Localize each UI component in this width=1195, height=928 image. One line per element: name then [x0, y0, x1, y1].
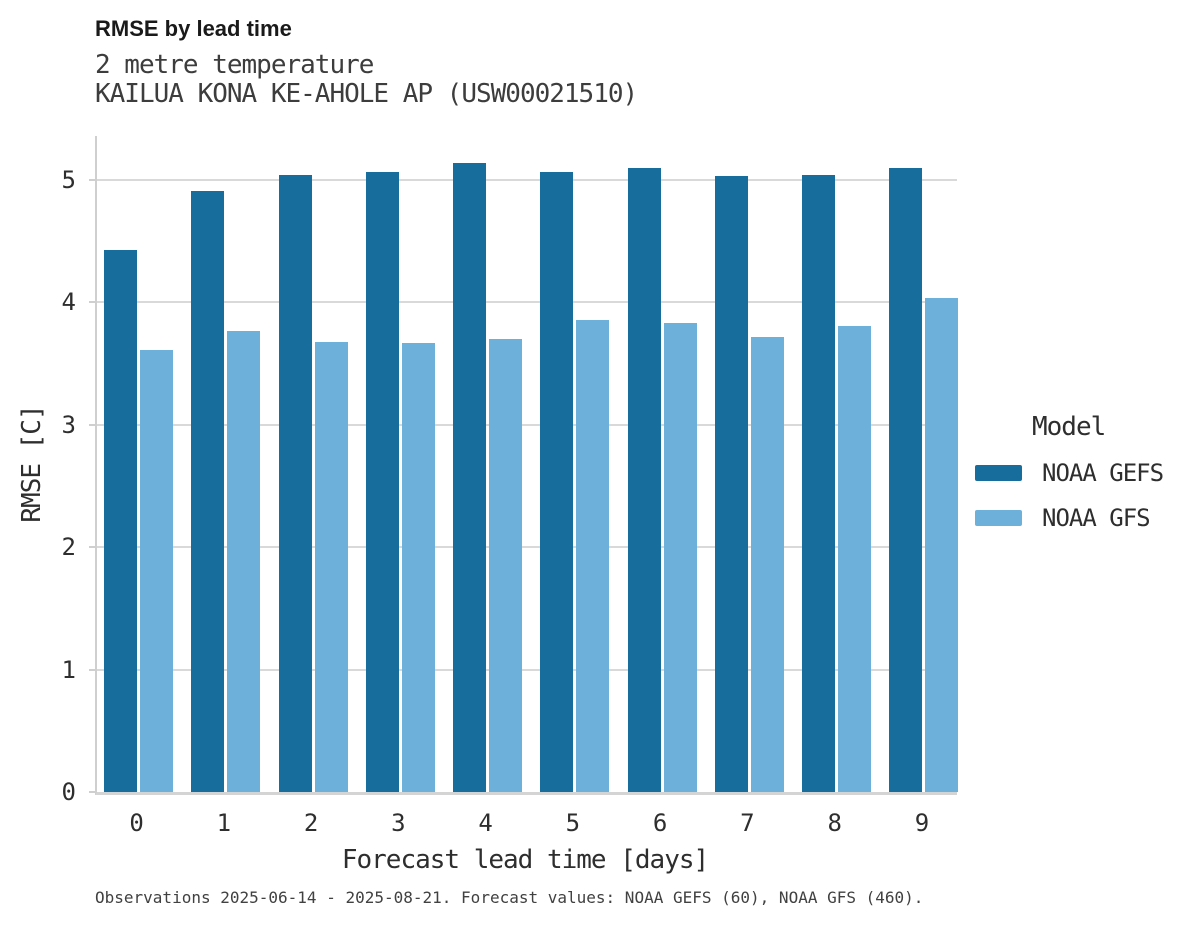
x-tick-label-1: 1 — [216, 809, 232, 837]
legend-entry-gfs: NOAA GFS — [975, 504, 1163, 532]
bar-noaa-gfs-lead-1 — [227, 330, 261, 792]
legend-label-gefs: NOAA GEFS — [1042, 459, 1164, 487]
bar-noaa-gefs-lead-8 — [802, 175, 836, 792]
y-tick-label-4: 4 — [61, 288, 76, 317]
bar-noaa-gfs-lead-0 — [140, 350, 174, 792]
bar-noaa-gefs-lead-9 — [889, 167, 923, 792]
plot-area — [89, 136, 959, 795]
legend-entry-gefs: NOAA GEFS — [975, 459, 1164, 487]
bar-noaa-gfs-lead-8 — [838, 325, 872, 792]
gridline-y-3 — [97, 423, 957, 426]
y-tick-mark-0 — [89, 791, 95, 793]
bar-noaa-gefs-lead-4 — [453, 162, 487, 792]
bar-noaa-gefs-lead-2 — [278, 175, 312, 792]
x-tick-label-0: 0 — [129, 809, 144, 837]
gridline-y-4 — [97, 301, 957, 304]
chart-subtitle-variable: 2 metre temperature — [95, 50, 374, 80]
x-tick-label-5: 5 — [565, 809, 581, 837]
x-tick-label-8: 8 — [827, 809, 842, 837]
bar-noaa-gfs-lead-6 — [663, 323, 697, 792]
y-tick-label-5: 5 — [61, 166, 76, 195]
legend-title: Model — [1032, 412, 1106, 442]
chart-title: RMSE by lead time — [95, 16, 292, 41]
bar-noaa-gefs-lead-5 — [540, 171, 574, 792]
y-tick-label-1: 1 — [61, 655, 76, 684]
legend: Model NOAA GEFS NOAA GFS — [975, 412, 1164, 532]
x-axis-title: Forecast lead time [days] — [341, 845, 709, 875]
y-tick-label-0: 0 — [61, 778, 76, 806]
x-tick-label-2: 2 — [303, 809, 319, 837]
y-tick-mark-4 — [89, 301, 95, 304]
bar-noaa-gfs-lead-4 — [489, 339, 523, 792]
legend-label-gfs: NOAA GFS — [1042, 504, 1151, 532]
y-tick-mark-5 — [89, 179, 95, 182]
bar-noaa-gfs-lead-9 — [925, 297, 959, 792]
chart-subtitle-station: KAILUA KONA KE-AHOLE AP (USW00021510) — [95, 79, 638, 109]
bar-noaa-gefs-lead-0 — [104, 249, 138, 792]
x-tick-label-7: 7 — [740, 809, 755, 837]
bar-noaa-gfs-lead-2 — [314, 341, 348, 792]
bar-noaa-gefs-lead-1 — [191, 191, 225, 792]
y-tick-label-3: 3 — [61, 410, 76, 439]
bar-noaa-gfs-lead-5 — [576, 319, 610, 792]
x-tick-label-6: 6 — [652, 809, 668, 837]
bar-noaa-gefs-lead-7 — [714, 176, 748, 792]
x-tick-label-4: 4 — [478, 809, 493, 837]
chart-footnote: Observations 2025-06-14 - 2025-08-21. Fo… — [95, 888, 924, 907]
y-tick-mark-3 — [89, 423, 95, 426]
y-tick-label-2: 2 — [61, 533, 76, 562]
x-tick-label-3: 3 — [391, 809, 406, 837]
x-tick-label-9: 9 — [914, 809, 930, 837]
bar-noaa-gefs-lead-3 — [365, 171, 399, 792]
gridline-y-2 — [97, 546, 957, 549]
bar-noaa-gfs-lead-3 — [401, 342, 435, 792]
bar-noaa-gefs-lead-6 — [627, 167, 661, 792]
legend-swatch-gfs-icon — [975, 510, 1022, 526]
legend-swatch-gefs-icon — [975, 465, 1022, 481]
y-tick-mark-2 — [89, 546, 95, 549]
gridline-y-5 — [97, 179, 957, 182]
gridline-y-1 — [97, 668, 957, 671]
bar-noaa-gfs-lead-7 — [750, 336, 784, 792]
y-tick-mark-1 — [89, 668, 95, 671]
